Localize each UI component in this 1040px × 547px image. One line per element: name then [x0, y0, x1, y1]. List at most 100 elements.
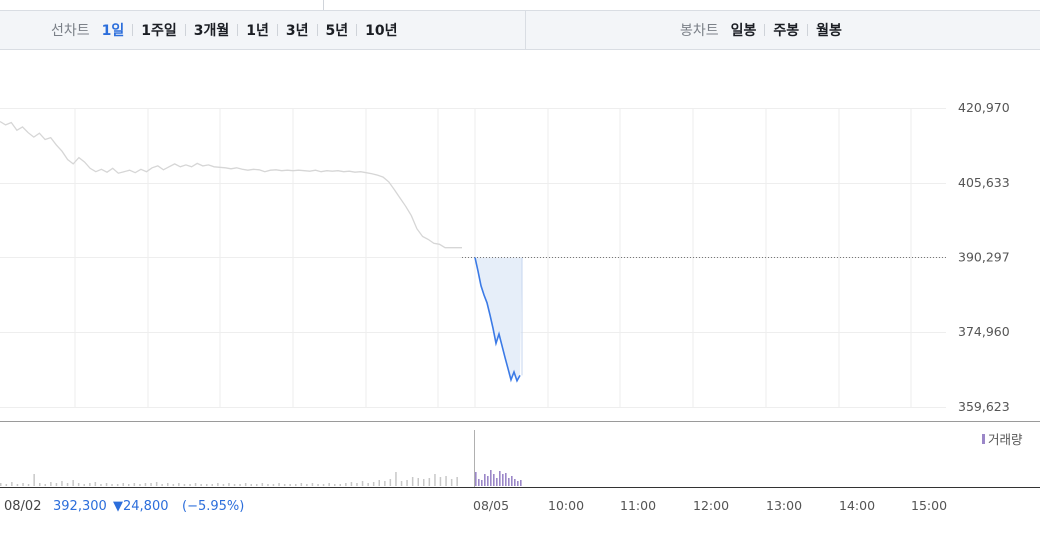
candle-tab-2[interactable]: 월봉 — [816, 23, 842, 39]
volume-bar-today — [478, 479, 480, 486]
volume-bar-prev — [217, 483, 219, 486]
volume-bar-prev — [345, 483, 347, 486]
volume-bar-prev — [144, 483, 147, 486]
line-chart-label: 선차트 — [51, 23, 90, 39]
volume-bar-prev — [100, 484, 102, 486]
volume-bar-prev — [328, 483, 330, 486]
volume-bar-prev — [189, 484, 191, 486]
volume-bar-prev — [50, 482, 52, 486]
volume-bar-prev — [434, 474, 436, 486]
candle-tab-0[interactable]: 일봉 — [730, 23, 757, 39]
volume-bar-prev — [5, 484, 8, 486]
volume-bar-prev — [89, 483, 91, 486]
volume-bar-prev — [211, 484, 213, 486]
volume-bar-prev — [55, 483, 58, 486]
volume-bar-prev — [256, 484, 258, 486]
volume-bar-today — [496, 478, 498, 486]
y-tick-label: 374,960 — [958, 324, 1010, 339]
volume-bar-prev — [384, 481, 386, 486]
volume-bar-prev — [22, 483, 24, 486]
volume-bar-prev — [77, 483, 80, 486]
x-tick-label: 14:00 — [839, 498, 875, 513]
candle-chart-tabs: 봉차트 일봉 주봉 월봉 — [680, 11, 842, 49]
volume-bar-prev — [239, 484, 241, 486]
volume-bar-prev — [423, 479, 425, 486]
volume-bar-prev — [183, 484, 186, 486]
summary-change: ▼24,800 — [113, 499, 169, 514]
tab-separator — [807, 24, 809, 36]
period-tab-6[interactable]: 10년 — [365, 23, 398, 39]
candle-tab-1[interactable]: 주봉 — [773, 23, 800, 39]
volume-bar-prev — [378, 480, 380, 486]
volume-bar-prev — [334, 484, 336, 486]
volume-bar-prev — [206, 484, 208, 486]
volume-bar-prev — [150, 483, 152, 486]
today-series-line — [474, 257, 521, 383]
top-divider — [323, 0, 324, 10]
volume-bar-prev — [61, 481, 63, 486]
period-tab-1[interactable]: 1주일 — [141, 23, 177, 39]
y-axis: 420,970 405,633 390,297 374,960 359,623 — [958, 100, 1010, 414]
period-tab-3[interactable]: 1년 — [246, 23, 269, 39]
summary-date: 08/02 — [4, 499, 41, 514]
tab-separator — [276, 24, 278, 36]
previous-day-series-line — [0, 120, 462, 249]
volume-bar-prev — [222, 484, 225, 486]
volume-bar-prev — [311, 483, 314, 486]
volume-bar-today — [499, 471, 501, 486]
volume-bar-prev — [445, 476, 447, 486]
volume-bar-prev — [94, 482, 97, 486]
volume-bar-prev — [439, 477, 442, 486]
volume-bar-prev — [417, 478, 419, 486]
chart-tab-bar: 선차트 1일 1주일 3개월 1년 3년 5년 10년 봉차트 일봉 주봉 월봉 — [0, 10, 1040, 50]
volume-bar-prev — [289, 484, 291, 486]
volume-bar-prev — [161, 484, 163, 486]
volume-bar-prev — [172, 484, 175, 486]
volume-bar-prev — [456, 477, 458, 486]
period-tab-4[interactable]: 3년 — [285, 23, 309, 39]
volume-bar-prev — [350, 482, 353, 486]
volume-bar-prev — [178, 483, 180, 486]
volume-bar-prev — [267, 484, 269, 486]
volume-bar-prev — [400, 481, 403, 486]
volume-bar-prev — [322, 484, 325, 486]
volume-bar-prev — [33, 474, 35, 486]
volume-legend-swatch — [982, 434, 985, 444]
line-chart-tab-section: 선차트 1일 1주일 3개월 1년 3년 5년 10년 — [0, 11, 526, 49]
today-fill-area — [475, 257, 522, 381]
volume-bar-prev — [11, 482, 13, 486]
volume-bar-prev — [372, 482, 375, 486]
summary-change-pct: (−5.95%) — [182, 499, 244, 514]
volume-bar-prev — [261, 483, 264, 486]
volume-bar-today — [487, 476, 489, 486]
volume-bar-prev — [389, 479, 392, 486]
candle-chart-tab-section: 봉차트 일봉 주봉 월봉 — [526, 11, 1040, 49]
volume-bar-prev — [250, 484, 252, 486]
volume-bar-today — [517, 481, 519, 486]
tab-separator — [356, 24, 358, 36]
volume-bar-prev — [306, 484, 308, 486]
volume-bar-today — [502, 474, 504, 486]
price-summary: 08/02 392,300 ▼24,800 (−5.95%) — [4, 499, 244, 514]
volume-bar-prev — [361, 481, 364, 486]
volume-bar-prev — [428, 478, 431, 486]
line-chart-tabs: 선차트 1일 1주일 3개월 1년 3년 5년 10년 — [51, 11, 398, 49]
volume-bar-prev — [27, 484, 30, 486]
volume-bar-today — [481, 480, 483, 486]
period-tab-2[interactable]: 3개월 — [193, 23, 230, 39]
volume-bar-today — [511, 476, 513, 486]
x-axis: 08/05 10:00 11:00 12:00 13:00 14:00 15:00 — [473, 498, 947, 513]
volume-bar-prev — [16, 484, 19, 486]
summary-price: 392,300 — [53, 499, 107, 514]
volume-bar-prev — [111, 484, 113, 486]
period-tab-5[interactable]: 5년 — [325, 23, 349, 39]
tab-separator — [132, 24, 134, 36]
volume-bar-prev — [244, 483, 247, 486]
volume-bar-prev — [295, 484, 297, 486]
volume-bar-prev — [278, 483, 280, 486]
period-tab-0[interactable]: 1일 — [101, 23, 125, 39]
today-price-area — [475, 257, 523, 381]
volume-bar-prev — [39, 483, 41, 486]
tab-separator — [316, 24, 318, 36]
